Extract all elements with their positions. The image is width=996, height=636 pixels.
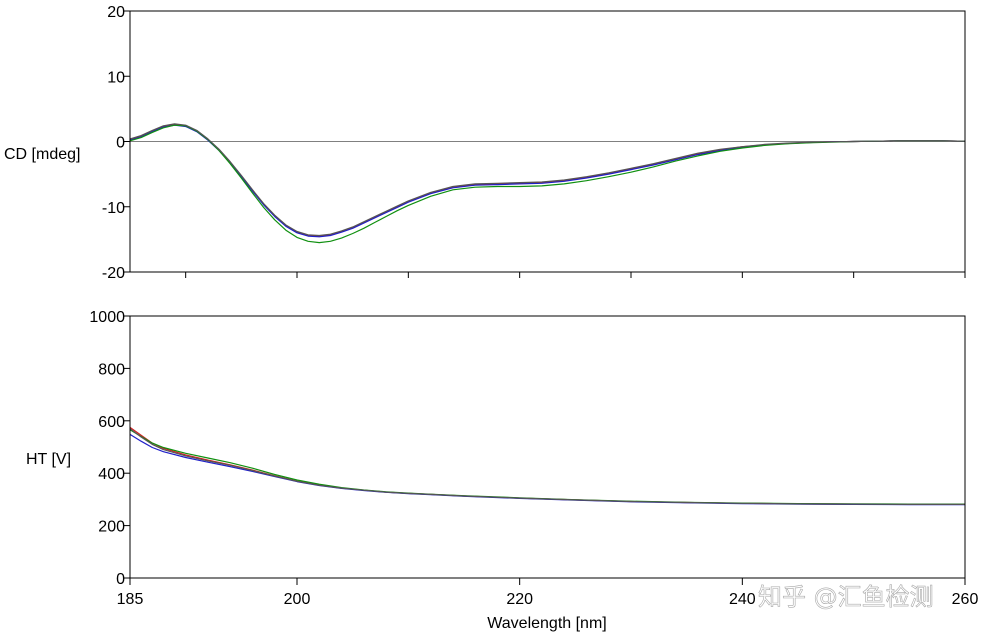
ht-y-tick-label: 800 bbox=[98, 361, 125, 378]
ht-ticks-group: 1000 800 600 400 200 0 185 200 220 240 260 bbox=[89, 309, 978, 608]
ht-y-tick-label: 0 bbox=[116, 571, 125, 588]
ht-y-axis-label: HT [V] bbox=[26, 451, 71, 468]
ht-x-tick-label: 200 bbox=[284, 591, 311, 608]
ht-y-tick-label: 400 bbox=[98, 466, 125, 483]
cd-y-tick-label: 0 bbox=[116, 135, 125, 152]
cd-ticks-group: 20 10 0 -10 -20 bbox=[102, 4, 966, 282]
ht-y-tick-label: 200 bbox=[98, 519, 125, 536]
watermark-text: 知乎 @汇鱼检测 bbox=[758, 583, 934, 611]
ht-series-group bbox=[129, 426, 965, 506]
cd-y-tick-label: 10 bbox=[107, 69, 125, 86]
ht-series-line bbox=[129, 428, 965, 505]
cd-panel: 20 10 0 -10 -20 CD [mdeg] bbox=[4, 4, 966, 282]
cd-series-line bbox=[129, 123, 966, 237]
ht-x-tick-label: 240 bbox=[729, 591, 756, 608]
cd-series-line bbox=[129, 124, 966, 244]
cd-y-tick-label: -20 bbox=[102, 265, 125, 282]
cd-series-group bbox=[129, 123, 966, 244]
ht-x-tick-label: 260 bbox=[952, 591, 979, 608]
ht-plot-frame bbox=[129, 315, 966, 579]
cd-y-axis-label: CD [mdeg] bbox=[4, 146, 80, 163]
ht-x-tick-label: 220 bbox=[506, 591, 533, 608]
ht-y-tick-label: 1000 bbox=[89, 309, 125, 326]
cd-y-tick-label: 20 bbox=[107, 4, 125, 21]
ht-y-tick-label: 600 bbox=[98, 414, 125, 431]
x-axis-label: Wavelength [nm] bbox=[487, 615, 606, 632]
cd-y-tick-label: -10 bbox=[102, 200, 125, 217]
ht-x-tick-label: 185 bbox=[117, 591, 144, 608]
